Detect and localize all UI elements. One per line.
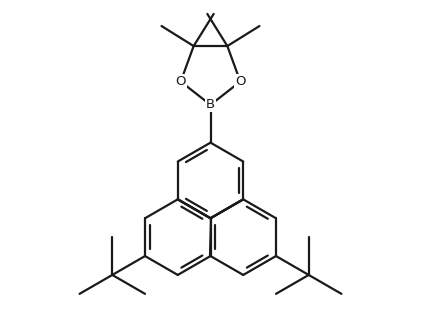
Text: B: B xyxy=(206,98,215,111)
Text: O: O xyxy=(176,75,186,88)
Text: O: O xyxy=(235,75,245,88)
